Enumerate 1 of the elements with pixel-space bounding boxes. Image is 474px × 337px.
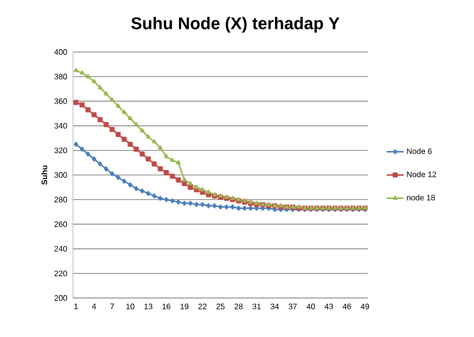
chart-title: Suhu Node (X) terhadap Y (131, 16, 340, 33)
